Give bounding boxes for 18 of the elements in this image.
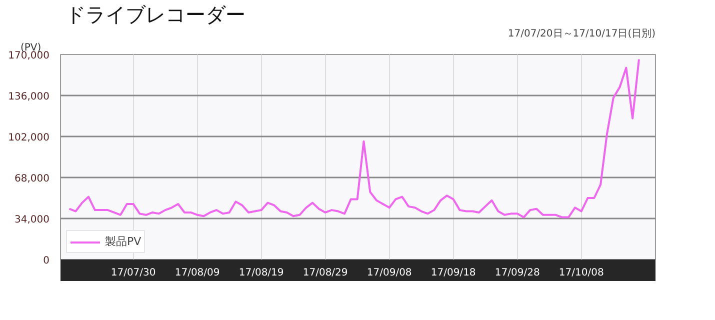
y-tick-label: 102,000 [8, 132, 50, 144]
x-tick-label: 17/07/30 [110, 268, 156, 278]
legend-label: 製品PV [105, 234, 142, 249]
chart-subtitle: 17/07/20日～17/10/17日(日別) [508, 28, 656, 40]
x-tick-label: 17/09/18 [430, 268, 476, 278]
x-tick-label: 17/10/08 [558, 268, 604, 278]
y-tick-label: 0 [43, 256, 50, 266]
y-tick-label: 136,000 [8, 92, 50, 102]
x-tick-label: 17/09/08 [366, 268, 412, 278]
y-tick-label: 34,000 [14, 214, 50, 226]
x-tick-label: 17/08/29 [302, 268, 348, 278]
x-tick-label: 17/08/09 [174, 268, 220, 278]
x-tick-label: 17/09/28 [494, 268, 540, 278]
y-tick-label: 170,000 [8, 50, 50, 62]
line-series [68, 58, 640, 218]
x-tick-label: 17/08/19 [238, 268, 284, 278]
chart-title: ドライブレコーダー [66, 2, 246, 26]
y-tick-label: 68,000 [14, 174, 50, 184]
